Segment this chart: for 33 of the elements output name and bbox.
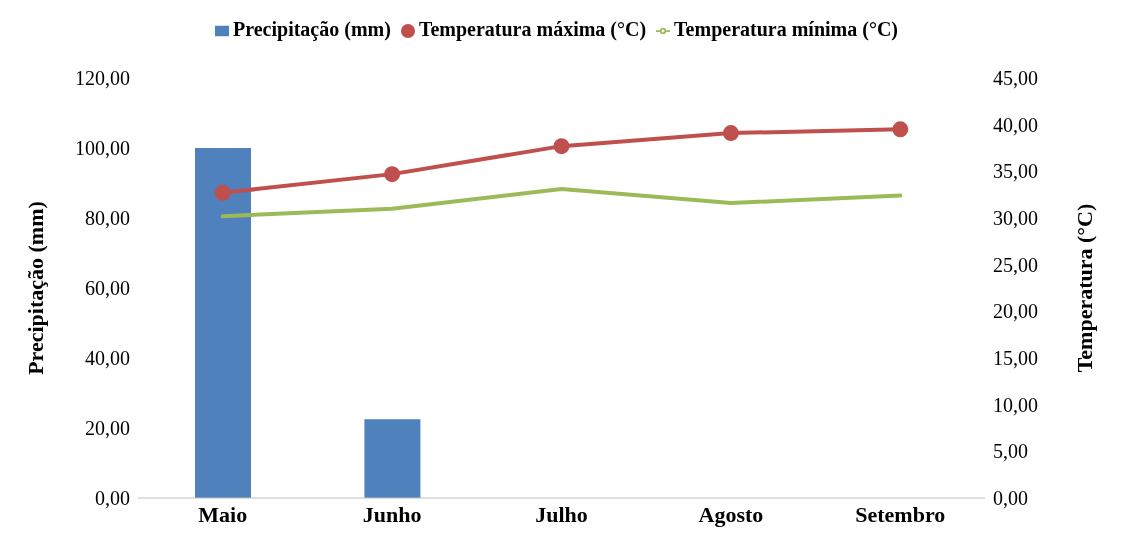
y2-tick-label: 20,00 (993, 300, 1038, 323)
y2-tick-label: 25,00 (993, 253, 1038, 276)
y-tick-label: 0,00 (95, 487, 130, 510)
legend-label: Precipitação (mm) (232, 18, 391, 40)
y2-axis-title: Temperatura (°C) (1071, 203, 1097, 373)
point (553, 138, 570, 155)
x-tick-label: Julho (535, 501, 588, 527)
y2-tick-label: 10,00 (993, 393, 1038, 416)
y2-tick-label: 40,00 (993, 113, 1038, 136)
x-tick-label: Maio (198, 501, 248, 527)
y-axis-title: Precipitação (mm) (22, 201, 48, 375)
point (214, 184, 231, 201)
y-tick-label: 80,00 (85, 207, 130, 230)
y2-tick-label: 30,00 (993, 207, 1038, 230)
x-tick-label: Setembro (855, 501, 946, 527)
y2-tick-label: 5,00 (993, 440, 1028, 463)
y-tick-label: 100,00 (75, 137, 130, 160)
y-tick-label: 120,00 (75, 67, 130, 90)
point (384, 166, 401, 183)
y2-tick-label: 0,00 (993, 487, 1028, 510)
point (892, 121, 909, 138)
y-tick-label: 20,00 (85, 417, 130, 440)
y2-tick-label: 15,00 (993, 347, 1038, 370)
x-tick-label: Agosto (698, 501, 764, 527)
y-tick-label: 60,00 (85, 277, 130, 300)
y-tick-label: 40,00 (85, 347, 130, 370)
y2-tick-label: 45,00 (993, 67, 1038, 90)
legend-label: Temperatura mínima (°C) (674, 18, 899, 40)
y2-tick-label: 35,00 (993, 160, 1038, 183)
line-series (220, 187, 903, 219)
legend-label: Temperatura máxima (°C) (418, 18, 647, 40)
point (722, 125, 739, 142)
x-tick-label: Junho (362, 501, 422, 527)
